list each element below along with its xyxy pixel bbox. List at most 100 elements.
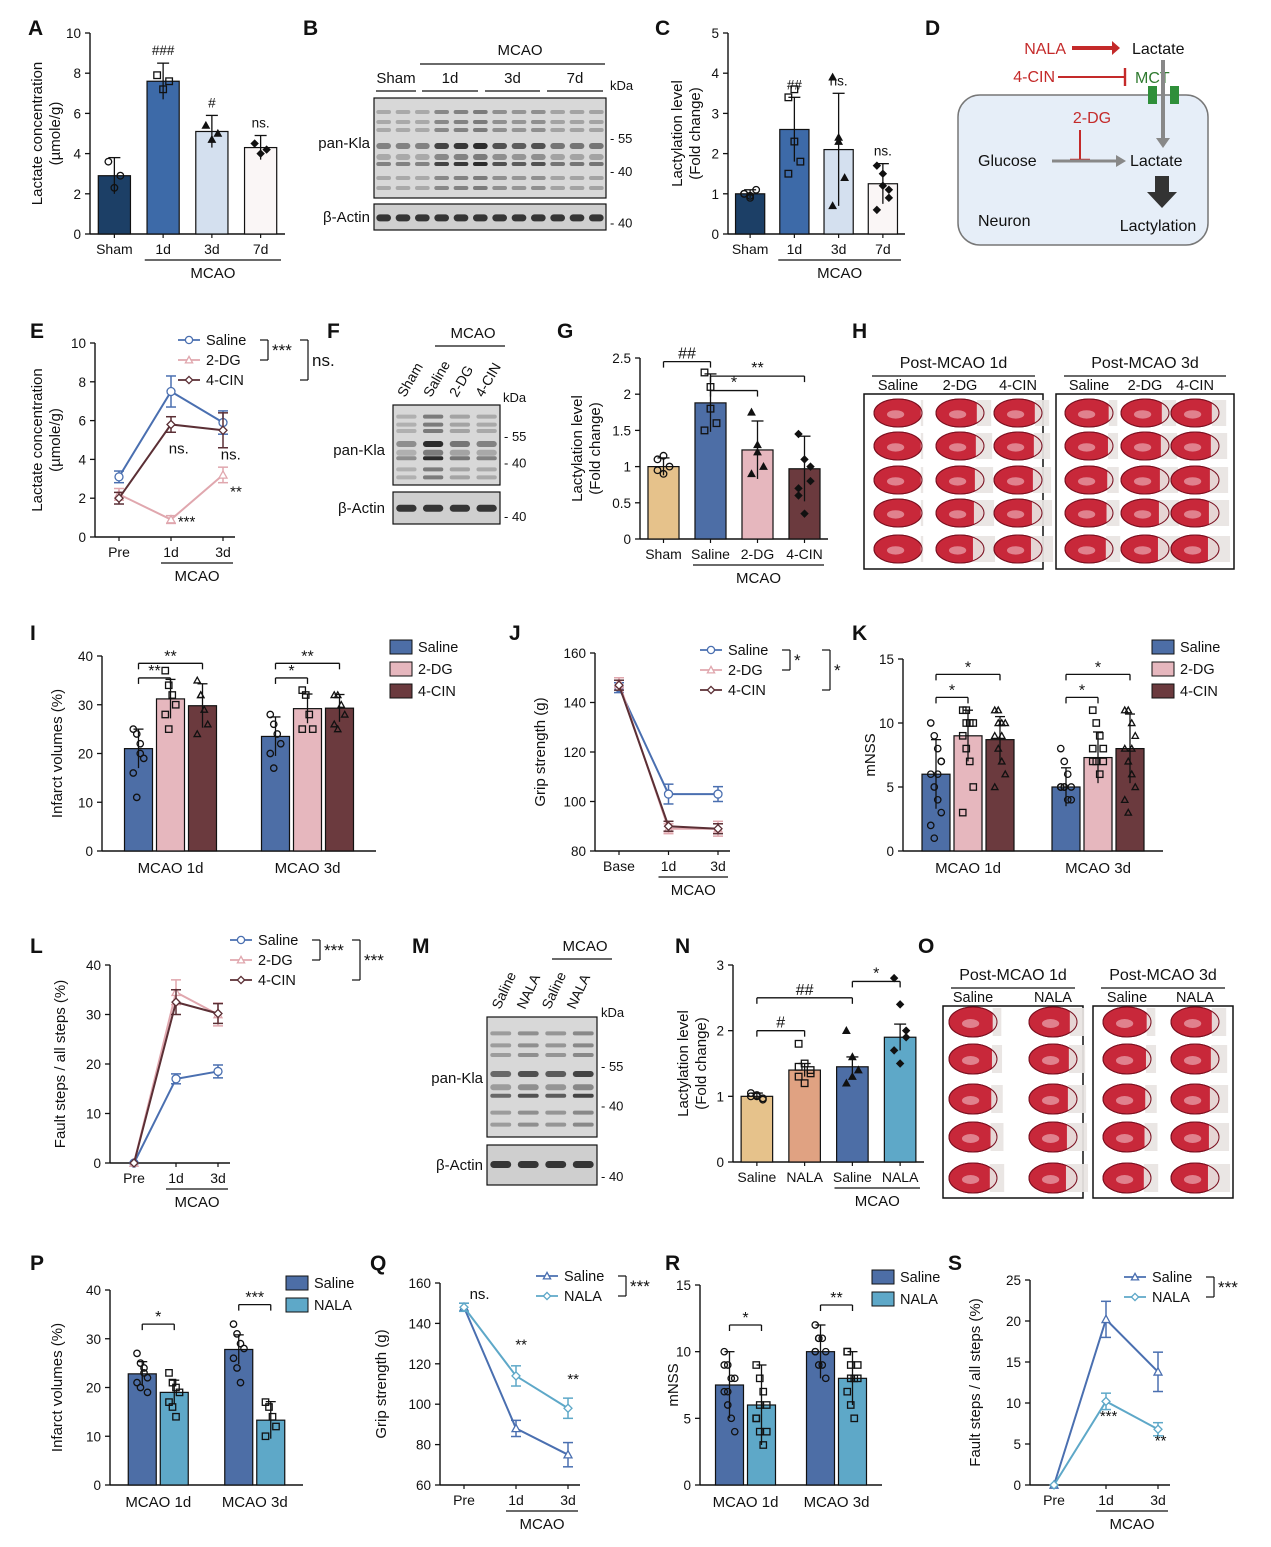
legend-label: 2-DG <box>206 353 241 369</box>
data-point <box>843 1387 852 1396</box>
data-point <box>659 451 668 460</box>
y-tick-label: 100 <box>408 1397 431 1412</box>
ttc-column-label: Saline <box>953 990 993 1006</box>
sig-label: *** <box>1100 1408 1118 1425</box>
data-point <box>784 169 793 178</box>
data-point <box>136 749 145 758</box>
y-axis-label: Fault steps / all steps (%) <box>52 980 69 1148</box>
data-point <box>727 1414 736 1423</box>
blot-band <box>517 1031 539 1036</box>
blot-band <box>396 441 417 447</box>
legend-marker <box>1130 1292 1140 1302</box>
panel-letter: O <box>918 935 934 958</box>
y-tick-label: 60 <box>416 1478 431 1493</box>
blot-band <box>511 154 527 160</box>
y-tick-label: 10 <box>71 336 86 351</box>
y-tick-label: 6 <box>78 414 86 429</box>
data-point <box>1123 756 1133 765</box>
neuron-cell <box>957 94 1209 246</box>
blot-band <box>511 214 527 222</box>
slice-outline <box>1102 1043 1152 1075</box>
blot-band <box>414 186 430 190</box>
data-point <box>937 808 946 817</box>
y-tick-label: 0 <box>1013 1478 1021 1493</box>
blot-band <box>434 176 450 180</box>
data-point <box>846 1401 855 1409</box>
sig-label: * <box>794 651 801 670</box>
bar <box>127 1373 157 1486</box>
slice-highlight <box>1183 1096 1202 1105</box>
data-point <box>720 1347 729 1356</box>
blot-band <box>376 143 392 149</box>
blot-band <box>511 162 527 166</box>
lane-group-label: Sham <box>376 70 415 87</box>
data-point <box>269 764 278 772</box>
blot-band <box>530 214 546 222</box>
blot-band <box>511 143 527 149</box>
data-point <box>256 149 265 158</box>
blot-band <box>517 1084 539 1091</box>
data-point <box>752 1361 761 1369</box>
ttc-title: Post-MCAO 3d <box>1109 967 1217 984</box>
blot-band <box>453 143 469 149</box>
slice-highlight <box>1183 477 1202 486</box>
data-point <box>266 749 275 758</box>
blot-band <box>545 1110 567 1115</box>
data-point <box>840 173 850 182</box>
data-point <box>1000 769 1010 778</box>
y-tick-label: 10 <box>1006 1396 1021 1411</box>
blot-band <box>517 1053 539 1057</box>
x-tick-label: 1d <box>163 544 179 560</box>
y-tick-label: 40 <box>78 649 93 664</box>
blot-band <box>376 214 392 222</box>
sig-label: * <box>834 661 841 680</box>
slice-outline <box>1064 498 1114 528</box>
y-tick-label: 0 <box>73 227 81 242</box>
data-point <box>653 466 662 475</box>
legend-label: Saline <box>1152 1270 1192 1286</box>
sig-label: ns. <box>470 1286 490 1303</box>
blot-band <box>572 1084 594 1091</box>
y-tick-label: 0 <box>683 1478 691 1493</box>
blot-band <box>472 110 488 114</box>
blot-band <box>376 162 392 166</box>
data-point <box>143 1388 152 1397</box>
data-point <box>930 731 939 740</box>
mw-marker: - 40 <box>610 164 632 179</box>
blot-band <box>550 154 566 160</box>
blot-band <box>572 1110 594 1115</box>
mw-marker: - 40 <box>610 215 632 230</box>
slice-outline <box>1170 534 1220 564</box>
y-tick-label: 80 <box>416 1438 431 1453</box>
y-axis-label: Fault steps / all steps (%) <box>967 1298 984 1466</box>
chart-P: 0 10 20 30 40 Infarct volumes (%) MCAO 1d MCAO … <box>49 1275 354 1511</box>
data-point <box>752 1414 761 1423</box>
data-point <box>806 476 815 486</box>
bar <box>146 80 180 235</box>
y-axis-label: Grip strength (g) <box>532 697 549 806</box>
blot-band <box>588 128 604 132</box>
blot-band <box>588 110 604 114</box>
data-point <box>164 681 173 690</box>
blot-band <box>396 467 417 472</box>
data-point <box>301 691 310 699</box>
blot-band <box>550 176 566 180</box>
slice-outline <box>1028 1121 1078 1153</box>
cin-label: 4-CIN <box>1013 69 1055 86</box>
blot-band <box>588 176 604 180</box>
data-point <box>207 134 217 143</box>
data-point <box>997 756 1007 765</box>
x-tick-label: Sham <box>732 241 769 257</box>
data-point <box>104 157 113 166</box>
bar <box>647 466 680 540</box>
y-tick-label: 2 <box>711 147 719 162</box>
blot-band <box>545 1161 567 1168</box>
blot-band <box>376 186 392 190</box>
bar <box>734 193 766 235</box>
data-point <box>171 997 181 1008</box>
sig-label: ** <box>751 360 763 377</box>
chart-K: 0 5 10 15 mNSS MCAO 1d MCAO 3d * * * * Saline 2-DG 4-… <box>862 639 1220 877</box>
group-label: MCAO <box>817 265 862 282</box>
y-tick-label: 5 <box>1013 1437 1021 1452</box>
group-label: MCAO <box>175 568 220 585</box>
